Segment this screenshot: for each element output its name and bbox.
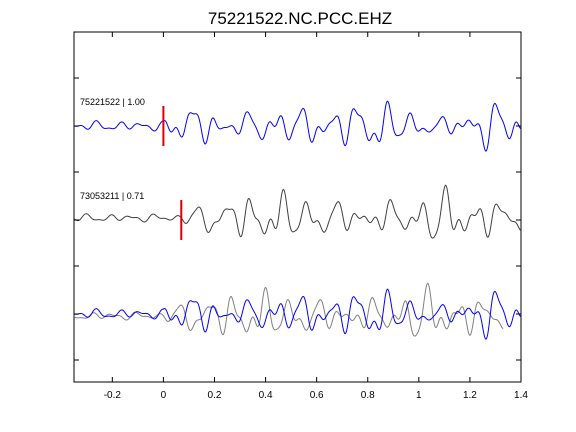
x-axis-ticks: -0.2 0 0.2 0.4 0.6 0.8 1 1.2 1.4 (104, 32, 528, 401)
x-tick-label: 1.4 (514, 390, 528, 401)
waveform-layer (73, 100, 522, 340)
trace-label-reference: 75221522 | 1.00 (80, 97, 145, 107)
waveform-overlay-reference (73, 288, 522, 340)
trace-label-match: 73053211 | 0.71 (80, 191, 144, 201)
y-tick-layer (74, 77, 521, 361)
x-tick-label: 0 (161, 390, 167, 401)
x-tick-label: 1.2 (463, 390, 477, 401)
waveform-reference (73, 100, 522, 152)
x-tick-label: 1 (416, 390, 422, 401)
x-tick-label: -0.2 (104, 390, 122, 401)
waveform-overlay-match (73, 282, 504, 337)
plot-frame (73, 31, 522, 383)
pick-marker-layer (162, 106, 183, 240)
x-tick-label: 0.2 (208, 390, 222, 401)
x-tick-label: 0.8 (361, 390, 375, 401)
waveform-match (73, 184, 522, 239)
chart-title: 75221522.NC.PCC.EHZ (208, 9, 392, 28)
x-tick-label: 0.6 (310, 390, 324, 401)
x-tick-label: 0.4 (259, 390, 273, 401)
